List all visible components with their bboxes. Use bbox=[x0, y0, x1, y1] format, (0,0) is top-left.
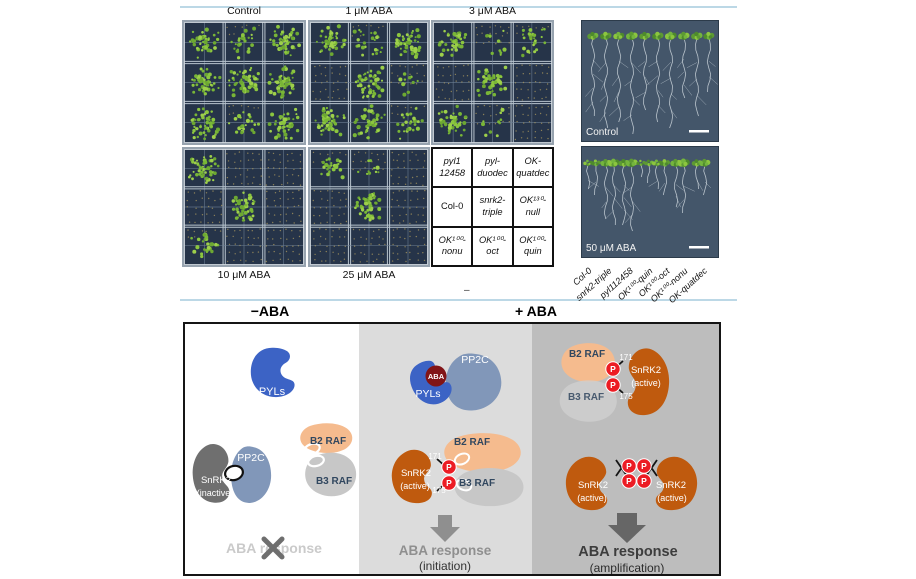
plate-control bbox=[182, 20, 306, 150]
amplification-response-label: ABA response bbox=[578, 544, 677, 560]
blocked-x-icon bbox=[261, 536, 285, 560]
site-171-label: 171 bbox=[428, 452, 442, 461]
table-cell-ok-quatdec: OK- quatdec bbox=[512, 148, 553, 188]
phospho-circle bbox=[621, 473, 637, 489]
b2raf-domain-loop bbox=[303, 442, 321, 456]
aba-label: ABA bbox=[428, 372, 445, 381]
pyls-label: PYLs bbox=[415, 388, 440, 400]
b2raf-label: B2 RAF bbox=[569, 349, 605, 360]
b2raf-domain-loop bbox=[453, 452, 471, 466]
phospho-label: P bbox=[610, 364, 616, 374]
plate-photo bbox=[308, 20, 430, 145]
snrk2-state-label: (active) bbox=[657, 493, 687, 503]
snrk2-state-label: (active) bbox=[577, 493, 607, 503]
model-svg: PYLs PP2C SnRK2 (inactive) B2 RAF B3 RAF… bbox=[185, 324, 719, 575]
phospho-label: P bbox=[446, 478, 452, 488]
plate-1um-aba bbox=[308, 20, 430, 150]
snrk2-label: SnRK2 bbox=[656, 480, 686, 491]
snrk2-state-label: (active) bbox=[631, 378, 661, 388]
phospho-circle bbox=[636, 458, 652, 474]
b3raf-label: B3 RAF bbox=[459, 478, 495, 489]
snrk2-state-label: (inactive) bbox=[197, 488, 234, 498]
table-cell-pyl112458: pyl1 12458 bbox=[432, 148, 473, 188]
b3raf-label: B3 RAF bbox=[316, 476, 352, 487]
table-cell-snrk2-triple: snrk2- triple bbox=[472, 187, 513, 227]
pyls-label: PYLs bbox=[259, 386, 286, 398]
phospho-label: P bbox=[446, 462, 452, 472]
site-175-label: 175 bbox=[619, 392, 633, 401]
down-arrow-icon bbox=[430, 515, 460, 542]
phospho-label: P bbox=[626, 476, 632, 486]
plate-label-25um: 25 μM ABA bbox=[342, 269, 396, 281]
pp2c-label: PP2C bbox=[237, 452, 265, 464]
pp2c-label: PP2C bbox=[461, 354, 489, 366]
phospho-circle bbox=[605, 377, 621, 393]
b2raf-label: B2 RAF bbox=[310, 436, 346, 447]
plate-label-control: Control bbox=[227, 5, 261, 17]
snrk2-label: SnRK2 bbox=[631, 365, 661, 376]
down-arrow-icon bbox=[608, 513, 646, 543]
phospho-circle bbox=[441, 475, 457, 491]
b3raf-blob bbox=[305, 452, 357, 497]
scale-bar bbox=[689, 246, 709, 249]
snrk2-label: SnRK2 bbox=[401, 468, 431, 479]
phospho-label: P bbox=[641, 476, 647, 486]
table-cell-col0: Col-0 bbox=[432, 187, 473, 227]
mid-divider bbox=[180, 299, 737, 301]
signaling-model-diagram: PYLs PP2C SnRK2 (inactive) B2 RAF B3 RAF… bbox=[183, 322, 721, 576]
b3raf-domain-loop bbox=[307, 454, 325, 468]
table-cell-ok100-nonu: OK¹⁰⁰- nonu bbox=[432, 226, 473, 266]
plate-10um-aba bbox=[182, 147, 306, 272]
table-cell-ok100-oct: OK¹⁰⁰- oct bbox=[472, 226, 513, 266]
title-minus-aba: −ABA bbox=[250, 303, 290, 319]
root-panel-50um-aba: 50 μM ABA bbox=[581, 146, 719, 258]
scale-bar bbox=[689, 130, 709, 133]
root-panel-control: Control bbox=[581, 20, 719, 142]
plate-photo bbox=[182, 147, 306, 267]
phospho-circle bbox=[605, 361, 621, 377]
amplification-label: (amplification) bbox=[590, 561, 665, 574]
b3raf-label: B3 RAF bbox=[568, 392, 604, 403]
root-panel-control-label: Control bbox=[586, 127, 619, 138]
plate-photo bbox=[182, 20, 306, 145]
phospho-label: P bbox=[610, 380, 616, 390]
seedling-photo bbox=[585, 31, 718, 135]
kinase-domain-loop bbox=[224, 464, 244, 482]
b3raf-domain-loop bbox=[455, 478, 473, 492]
plate-photo bbox=[308, 147, 430, 267]
seedling-photo bbox=[583, 158, 712, 249]
plate-label-3um: 3 μM ABA bbox=[469, 5, 516, 17]
phospho-label: P bbox=[626, 461, 632, 471]
table-cell-pyl-duodec: pyl- duodec bbox=[472, 148, 513, 188]
root-panel-aba-label: 50 μM ABA bbox=[586, 243, 637, 254]
table-cell-ok100-quin: OK¹⁰⁰- quin bbox=[512, 226, 553, 266]
initiation-response-label: ABA response bbox=[399, 543, 492, 558]
phospho-circle bbox=[621, 458, 637, 474]
top-divider bbox=[180, 6, 737, 8]
site-175-label: 175 bbox=[432, 486, 446, 495]
title-plus-aba: + ABA bbox=[515, 303, 557, 319]
snrk2-label: SnRK2 bbox=[578, 480, 608, 491]
plate-label-10um: 10 μM ABA bbox=[217, 269, 271, 281]
plate-25um-aba bbox=[308, 147, 430, 272]
plate-3um-aba bbox=[431, 20, 554, 150]
panel-dash: – bbox=[464, 285, 470, 296]
site-171-label: 171 bbox=[619, 353, 633, 362]
initiation-label: (initiation) bbox=[419, 559, 471, 573]
phospho-circle bbox=[636, 473, 652, 489]
plate-photo bbox=[431, 20, 554, 145]
phospho-circle bbox=[441, 459, 457, 475]
plate-label-1um: 1 μM ABA bbox=[345, 5, 393, 17]
table-cell-ok130-null: OK¹³⁰- null bbox=[512, 187, 553, 227]
snrk2-label: SnRK2 bbox=[201, 475, 231, 486]
genotype-key-table: pyl1 12458 pyl- duodec OK- quatdec Col-0… bbox=[431, 147, 554, 267]
b2raf-label: B2 RAF bbox=[454, 437, 490, 448]
phospho-label: P bbox=[641, 461, 647, 471]
aba-ligand bbox=[425, 365, 447, 387]
snrk2-state-label: (active) bbox=[400, 481, 430, 491]
